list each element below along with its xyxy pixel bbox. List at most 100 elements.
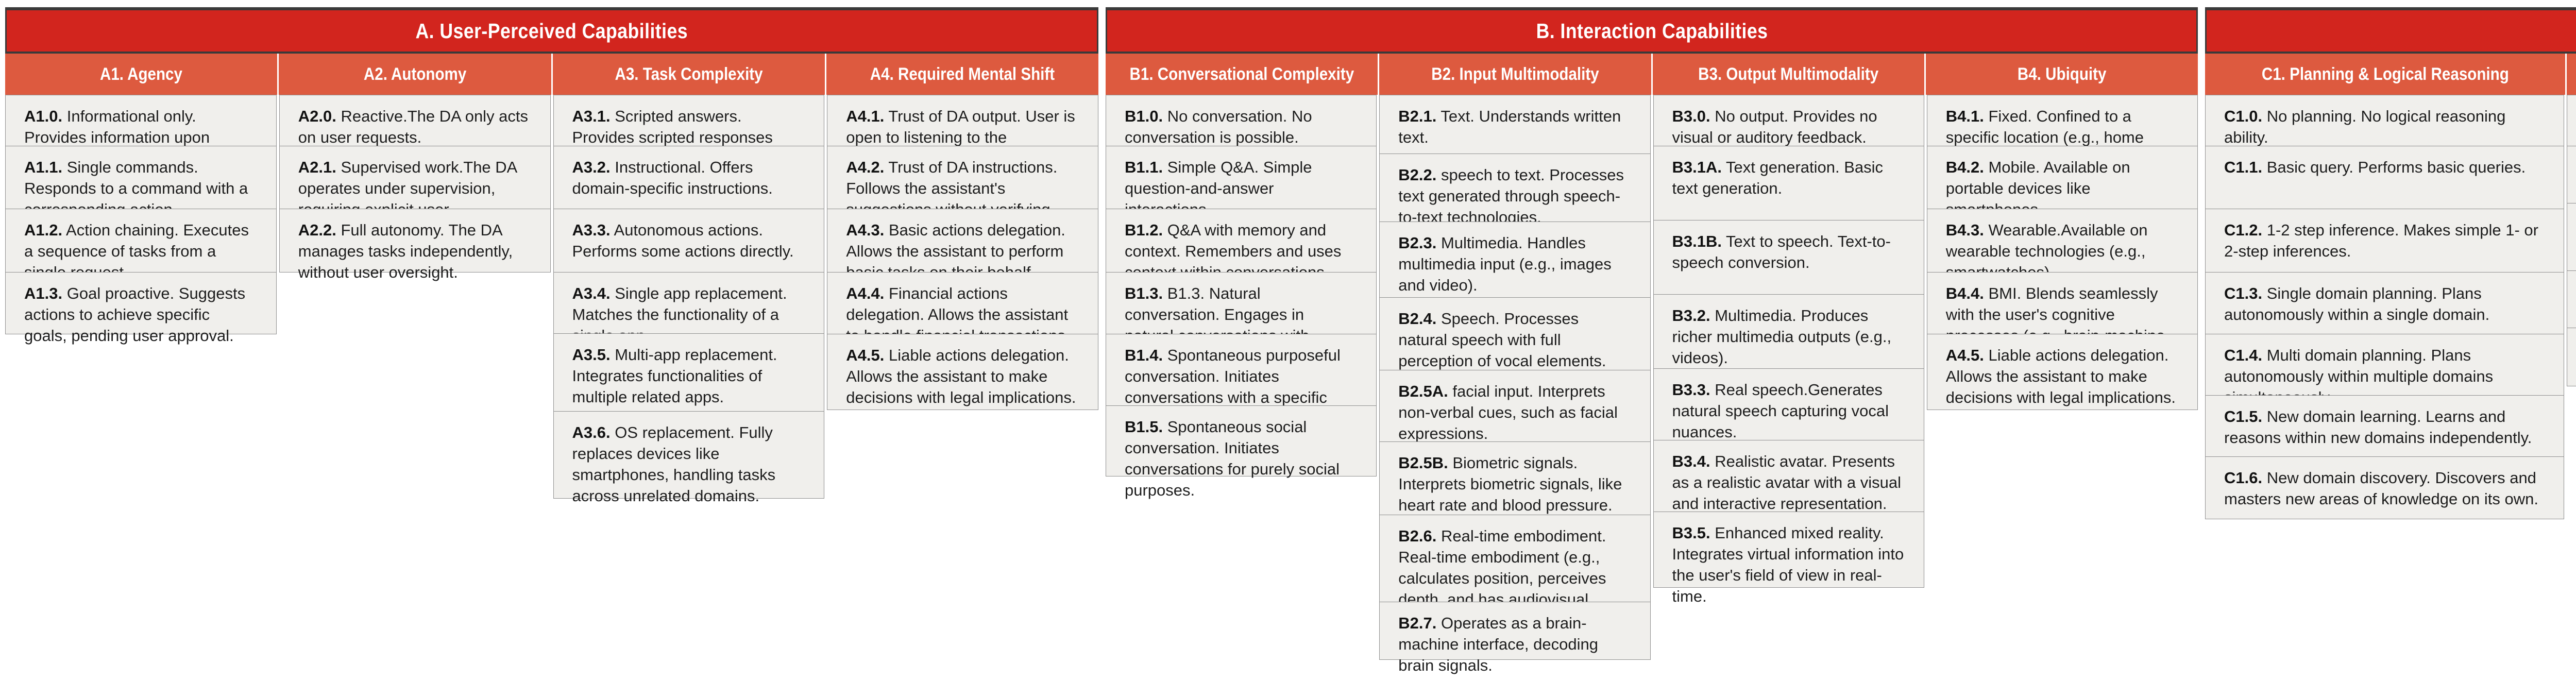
cell-b3-3: B3.2. Multimedia. Produces richer multim…	[1653, 294, 1924, 369]
section-title-b: B. Interaction Capabilities	[1106, 7, 2198, 52]
cell-paragraph: B1.0. No conversation. No conversation i…	[1125, 106, 1357, 148]
cell-text: Spontaneous social conversation. Initiat…	[1125, 418, 1340, 499]
cell-c1-4: C1.4. Multi domain planning. Plans auton…	[2205, 334, 2565, 406]
column-b3: B3.0. No output. Provides no visual or a…	[1653, 95, 1924, 660]
cell-c1-0: C1.0. No planning. No logical reasoning …	[2205, 95, 2565, 146]
column-c1: C1.0. No planning. No logical reasoning …	[2205, 95, 2565, 519]
cell-paragraph: B3.0. No output. Provides no visual or a…	[1672, 106, 1904, 148]
cell-b3-0: B3.0. No output. Provides no visual or a…	[1653, 95, 1924, 146]
cell-text: Multimedia. Handles multimedia input (e.…	[1398, 234, 1612, 294]
cell-a2-0: A2.0. Reactive.The DA only acts on user …	[279, 95, 551, 146]
cell-b2-1: B2.2. speech to text. Processes text gen…	[1379, 154, 1651, 226]
cell-paragraph: A3.2. Instructional. Offers domain-speci…	[572, 157, 805, 199]
cell-code: C1.3.	[2224, 284, 2263, 302]
cell-paragraph: B3.1A. Text generation. Basic text gener…	[1672, 157, 1904, 199]
cell-a1-0: A1.0. Informational only. Provides infor…	[5, 95, 277, 167]
column-header-text: A3. Task Complexity	[615, 64, 763, 84]
cell-text: Operates as a brain-machine interface, d…	[1398, 614, 1598, 674]
column-header-text: A2. Autonomy	[363, 64, 467, 84]
cell-paragraph: A2.0. Reactive.The DA only acts on user …	[298, 106, 531, 148]
cell-code: A1.1.	[24, 158, 63, 176]
column-b4: B4.1. Fixed. Confined to a specific loca…	[1926, 95, 2198, 660]
cell-b2-6: B2.6. Real-time embodiment. Real-time em…	[1379, 515, 1651, 629]
column-header-text: B1. Conversational Complexity	[1129, 64, 1354, 84]
section-c: C. Intrinsic CapabilitiesC1. Planning & …	[2205, 7, 2576, 660]
cell-text: New domain learning. Learns and reasons …	[2224, 407, 2532, 447]
cell-c2-2: C2.2. Dynamic knowledge. Learns from ong…	[2567, 203, 2576, 271]
cell-a2-1: A2.1. Supervised work.The DA operates un…	[279, 146, 551, 240]
cell-b3-5: B3.4. Realistic avatar. Presents as a re…	[1653, 440, 1924, 513]
cell-text: Speech. Processes natural speech with fu…	[1398, 310, 1606, 370]
column-header-b3: B3. Output Multimodality	[1651, 54, 1925, 95]
cell-paragraph: B3.2. Multimedia. Produces richer multim…	[1672, 305, 1904, 368]
cell-paragraph: B2.5B. Biometric signals. Interprets bio…	[1398, 452, 1630, 516]
section-b: B. Interaction Capabilities B1. Conversat…	[1106, 7, 2198, 674]
cell-b3-4: B3.3. Real speech.Generates natural spee…	[1653, 368, 1924, 441]
cell-c2-1: C2.1. Static knowledge. Retains static i…	[2567, 146, 2576, 203]
cell-a3-2: A3.3. Autonomous actions. Performs some …	[553, 209, 825, 273]
cell-code: A2.1.	[298, 158, 336, 176]
cell-code: B4.3.	[1945, 221, 1984, 239]
cell-code: B3.4.	[1672, 452, 1710, 470]
cell-a1-2: A1.2. Action chaining. Executes a sequen…	[5, 209, 277, 281]
cell-text: Real speech.Generates natural speech cap…	[1672, 381, 1889, 441]
cell-code: B2.5A.	[1398, 382, 1448, 400]
column-a3: A3.1. Scripted answers. Provides scripte…	[553, 95, 825, 505]
cell-text: Basic query. Performs basic queries.	[2266, 158, 2526, 176]
cell-code: A4.3.	[846, 221, 885, 239]
cell-text: Biometric signals. Interprets biometric …	[1398, 454, 1622, 514]
cell-paragraph: B3.1B. Text to speech. Text-to-speech co…	[1672, 231, 1904, 273]
cell-a3-5: A3.6. OS replacement. Fully replaces dev…	[553, 411, 825, 505]
cell-code: C1.4.	[2224, 346, 2263, 364]
column-a1: A1.0. Informational only. Provides infor…	[5, 95, 277, 499]
column-header-b4: B4. Ubiquity	[1924, 54, 2198, 95]
cell-text: Liable actions delegation. Allows the as…	[846, 346, 1076, 406]
cell-text: Text generation. Basic text generation.	[1672, 158, 1884, 197]
cell-paragraph: B2.2. speech to text. Processes text gen…	[1398, 164, 1630, 228]
column-headers-a: A1. Agency A2. Autonomy A3. Task Complexit…	[5, 52, 1098, 95]
cell-b1-2: B1.2. Q&A with memory and context. Remem…	[1106, 209, 1377, 281]
cell-code: B1.5.	[1125, 418, 1163, 436]
column-header-text: B2. Input Multimodality	[1431, 64, 1599, 84]
cell-code: A4.1.	[846, 107, 885, 125]
cell-code: A2.2.	[298, 221, 336, 239]
cell-text: facial input. Interprets non-verbal cues…	[1398, 382, 1618, 442]
cell-a4-0: A4.1. Trust of DA output. User is open t…	[827, 95, 1098, 167]
cell-paragraph: B1.5. Spontaneous social conversation. I…	[1125, 416, 1357, 501]
section-title-text: B. Interaction Capabilities	[1536, 19, 1768, 43]
cell-paragraph: C1.6. New domain discovery. Discovers an…	[2224, 467, 2544, 509]
cell-b2-4: B2.5A. facial input. Interprets non-verb…	[1379, 370, 1651, 442]
cell-code: C1.2.	[2224, 221, 2263, 239]
cell-paragraph: C1.4. Multi domain planning. Plans auton…	[2224, 345, 2544, 408]
cell-b1-4: B1.4. Spontaneous purposeful conversatio…	[1106, 334, 1377, 428]
cell-c1-2: C1.2. 1-2 step inference. Makes simple 1…	[2205, 209, 2565, 273]
cell-code: B1.4.	[1125, 346, 1163, 364]
cell-b2-5: B2.5B. Biometric signals. Interprets bio…	[1379, 441, 1651, 516]
cell-a4-4: A4.5. Liable actions delegation. Allows …	[827, 334, 1098, 410]
cell-code: A2.0.	[298, 107, 336, 125]
cell-b4-1: B4.2. Mobile. Available on portable devi…	[1926, 146, 2198, 218]
cell-b1-3: B1.3. B1.3. Natural conversation. Engage…	[1106, 272, 1377, 366]
cell-code: A1.0.	[24, 107, 63, 125]
cell-code: A3.4.	[572, 284, 611, 302]
section-title-c: C. Intrinsic Capabilities	[2205, 7, 2576, 52]
cell-c2-3: C2.3. Community. Incorporates knowledge …	[2567, 270, 2576, 328]
cell-a3-1: A3.2. Instructional. Offers domain-speci…	[553, 146, 825, 209]
column-headers-c: C1. Planning & Logical Reasoning C2. User…	[2205, 52, 2576, 95]
cell-code: B1.2.	[1125, 221, 1163, 239]
cell-code: B2.1.	[1398, 107, 1437, 125]
cell-code: B3.3.	[1672, 381, 1710, 399]
cell-code: B1.0.	[1125, 107, 1163, 125]
cell-b4-2: B4.3. Wearable.Available on wearable tec…	[1926, 209, 2198, 281]
cell-paragraph: A4.5. Liable actions delegation. Allows …	[846, 345, 1078, 408]
column-header-a3: A3. Task Complexity	[551, 54, 825, 95]
cell-code: A3.5.	[572, 346, 611, 364]
cell-code: B2.5B.	[1398, 454, 1448, 472]
cell-code: A3.2.	[572, 158, 611, 176]
cell-text: Liable actions delegation. Allows the as…	[1945, 346, 2176, 406]
cell-paragraph: A2.2. Full autonomy. The DA manages task…	[298, 219, 531, 283]
cell-b3-1: B3.1A. Text generation. Basic text gener…	[1653, 146, 1924, 220]
cell-code: C1.5.	[2224, 407, 2263, 425]
cell-code: A4.5.	[1945, 346, 1984, 364]
columns-b: B1.0. No conversation. No conversation i…	[1106, 95, 2198, 674]
